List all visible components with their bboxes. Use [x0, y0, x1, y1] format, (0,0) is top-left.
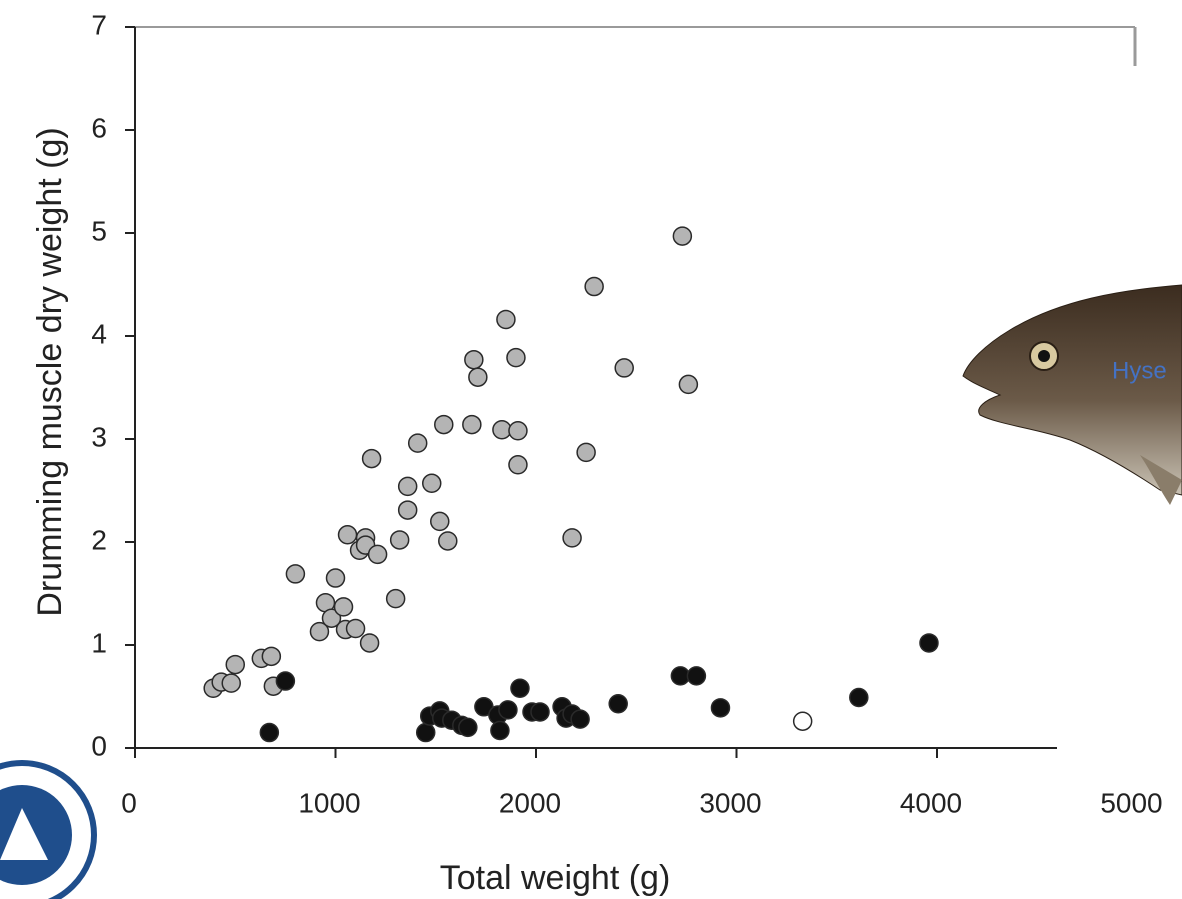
- point: [508, 421, 528, 441]
- point: [397, 500, 418, 520]
- point: [614, 358, 634, 378]
- point: [407, 433, 428, 453]
- point: [438, 531, 458, 551]
- point: [415, 722, 436, 743]
- point: [389, 530, 410, 550]
- point: [492, 419, 512, 440]
- point: [608, 693, 628, 714]
- point: [385, 588, 406, 609]
- x-tick-label: 3000: [699, 787, 761, 818]
- point: [397, 476, 418, 497]
- point: [576, 442, 596, 463]
- point: [672, 226, 693, 246]
- point: [792, 711, 813, 731]
- y-axis-title: Drumming muscle dry weight (g): [31, 127, 69, 616]
- x-tick-label: 4000: [900, 787, 962, 818]
- point: [686, 666, 707, 686]
- point: [570, 709, 590, 729]
- point: [530, 702, 550, 722]
- y-tick-label: 3: [91, 421, 107, 452]
- x-tick-label: 5000: [1100, 787, 1162, 818]
- point: [221, 673, 241, 693]
- point: [468, 367, 488, 387]
- point: [678, 374, 699, 395]
- point: [849, 687, 869, 708]
- point: [309, 621, 330, 642]
- y-tick-label: 2: [91, 524, 107, 555]
- point: [496, 309, 516, 330]
- point: [462, 414, 482, 435]
- point: [508, 455, 528, 475]
- fish-illustration: [962, 284, 1182, 505]
- point: [430, 511, 450, 532]
- point: [510, 678, 530, 699]
- point: [562, 528, 582, 548]
- y-tick-label: 4: [91, 318, 107, 349]
- point: [337, 525, 358, 545]
- x-tick-label: 1000: [298, 787, 360, 818]
- y-tick-label: 0: [91, 730, 107, 761]
- point: [421, 473, 442, 494]
- point: [359, 633, 380, 653]
- point: [345, 618, 366, 639]
- x-tick-label: 2000: [499, 787, 561, 818]
- point: [367, 544, 388, 565]
- annotation: Hyse: [1112, 357, 1167, 384]
- y-tick-label: 7: [91, 9, 107, 40]
- y-tick-label: 5: [91, 215, 107, 246]
- y-tick-label: 6: [91, 112, 107, 143]
- point: [434, 414, 454, 435]
- point: [584, 276, 604, 297]
- x-tick-label: 0: [121, 787, 137, 818]
- point: [506, 347, 526, 368]
- x-axis-title: Total weight (g): [440, 859, 671, 897]
- point: [259, 722, 280, 743]
- point: [285, 564, 306, 584]
- point: [498, 700, 518, 720]
- point: [261, 646, 282, 667]
- point: [225, 654, 245, 675]
- y-tick-label: 1: [91, 627, 107, 658]
- point: [321, 608, 342, 628]
- point: [919, 633, 939, 653]
- logo: [0, 760, 97, 899]
- point: [490, 720, 510, 741]
- point: [464, 349, 484, 370]
- point: [458, 717, 478, 738]
- point: [325, 568, 346, 588]
- point: [361, 448, 382, 469]
- point: [333, 597, 354, 617]
- point: [710, 698, 731, 718]
- point: [275, 671, 296, 691]
